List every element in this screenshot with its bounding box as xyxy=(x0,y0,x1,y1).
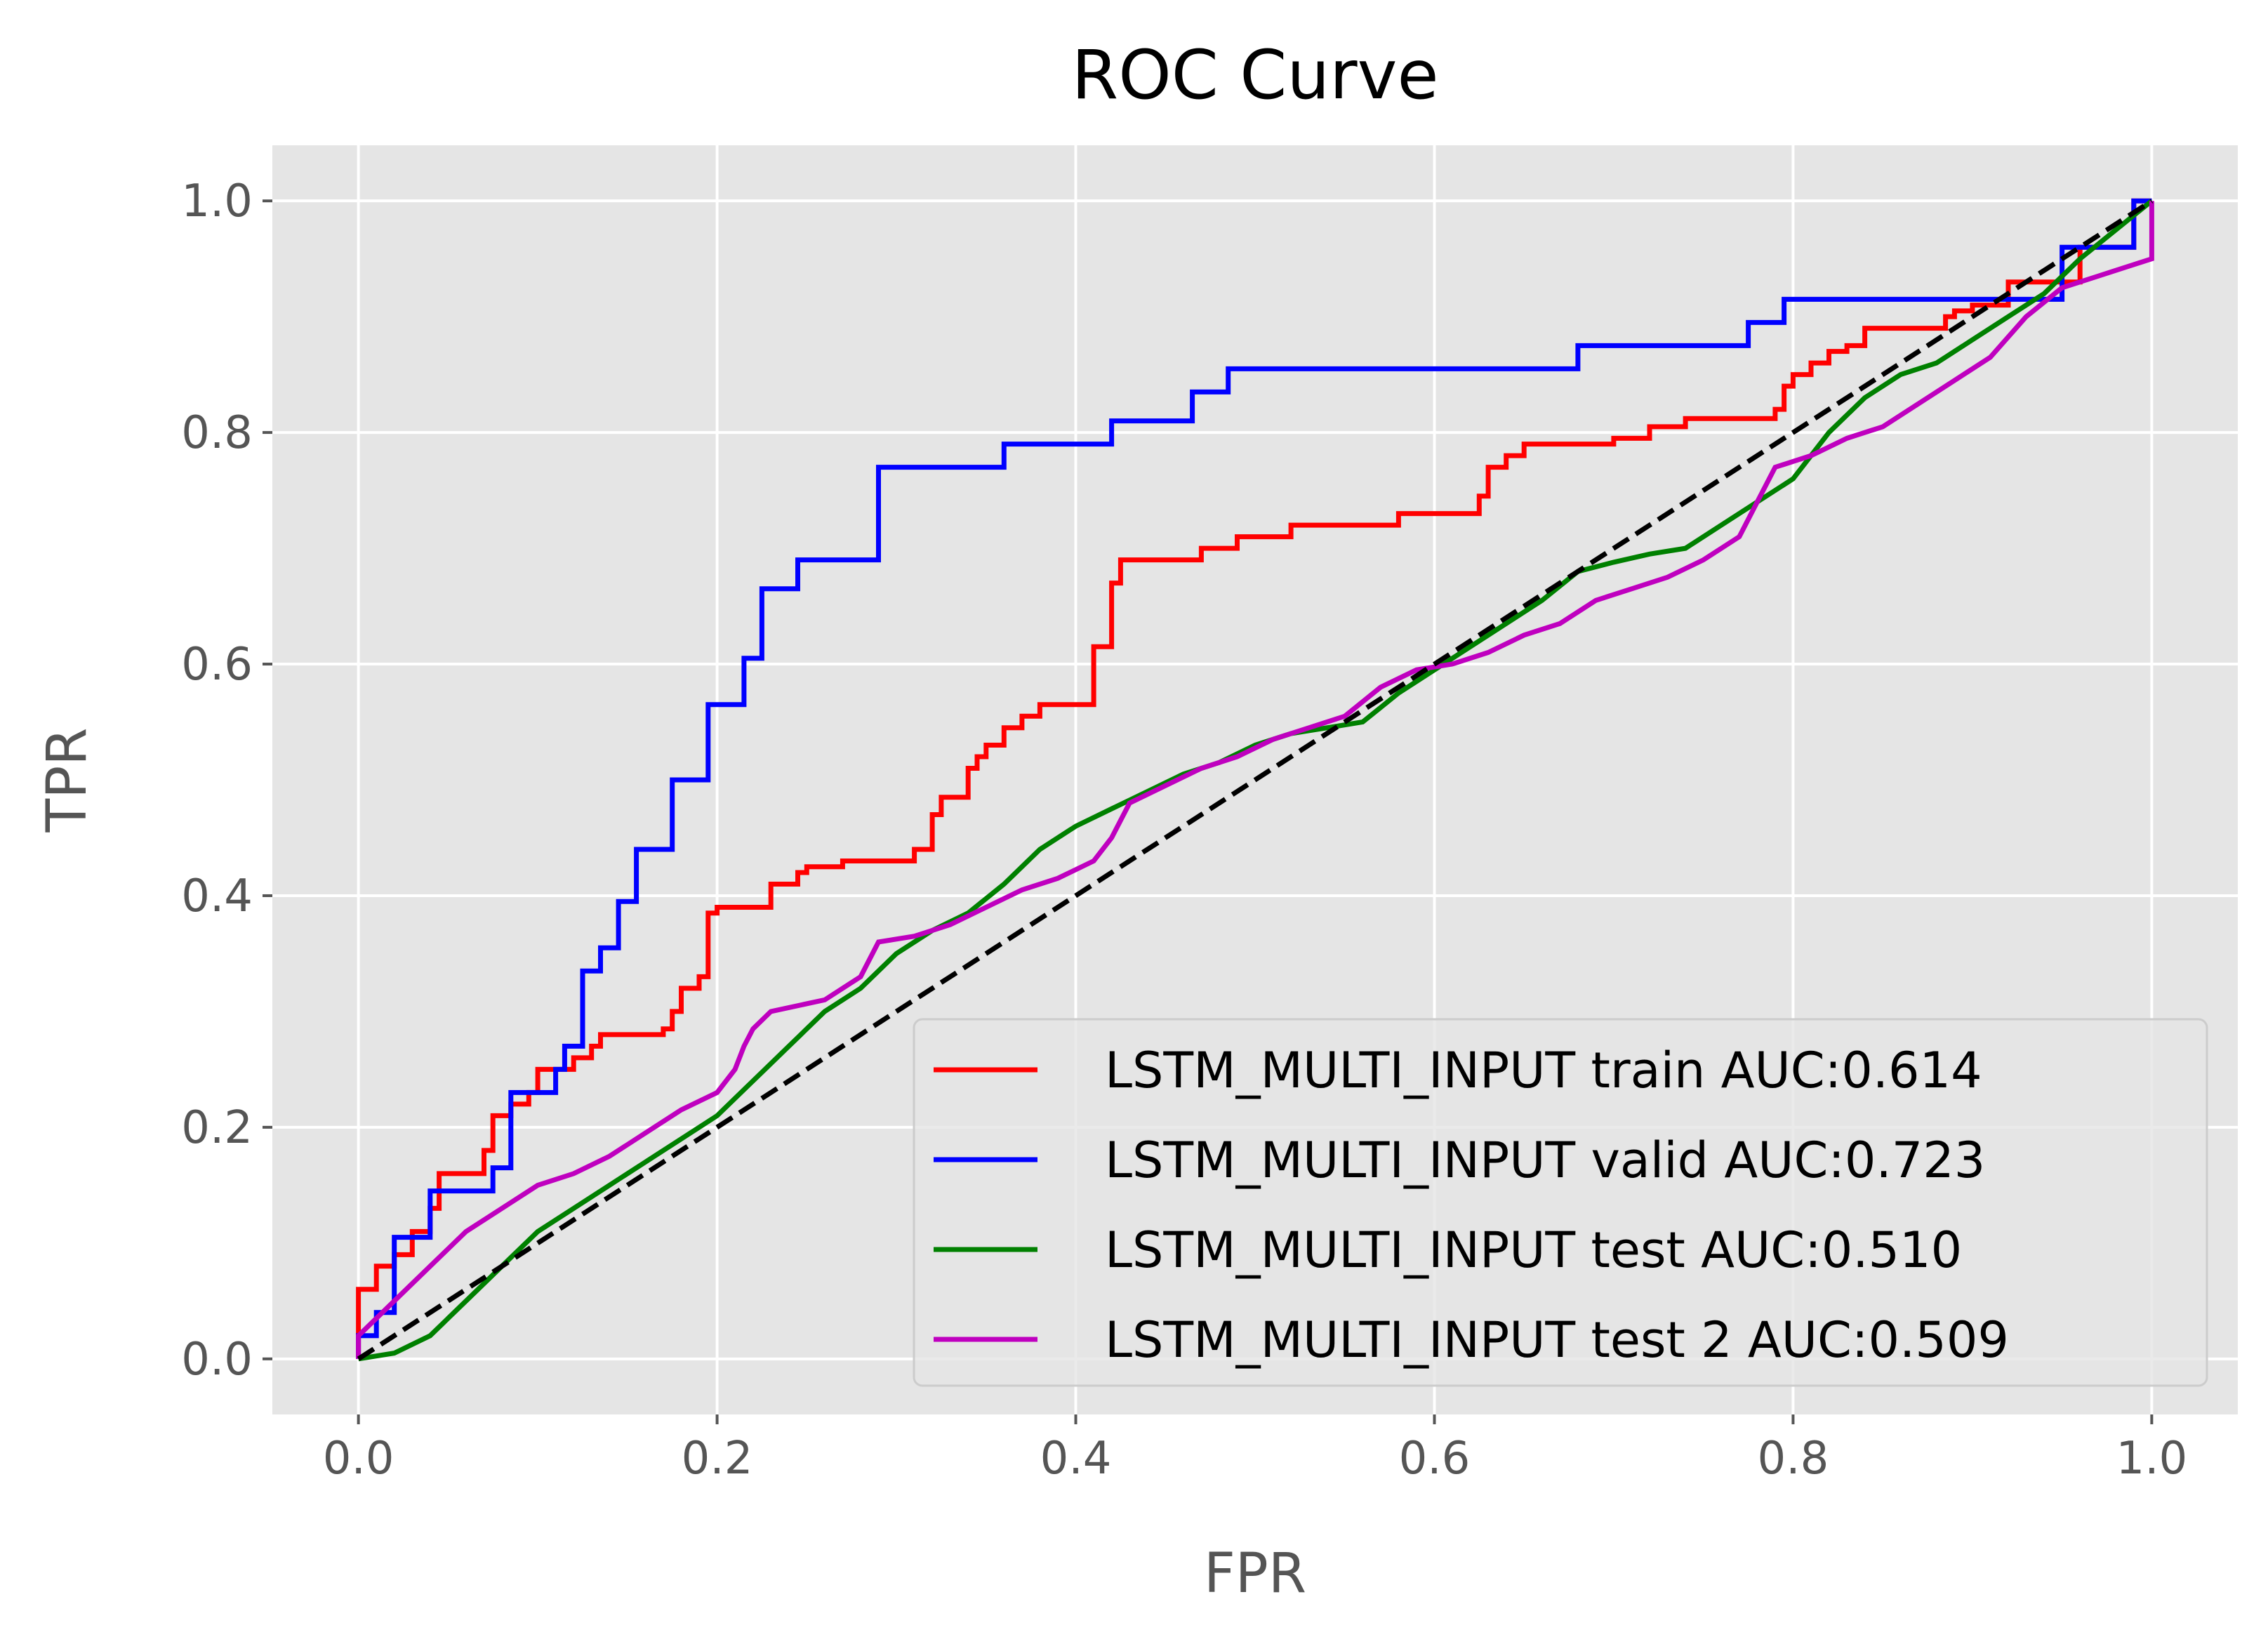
legend-entry: LSTM_MULTI_INPUT valid AUC:0.723 xyxy=(1105,1132,1985,1189)
legend-entry: LSTM_MULTI_INPUT train AUC:0.614 xyxy=(1105,1042,1982,1099)
roc-series-3 xyxy=(356,201,2154,1359)
chart-title: ROC Curve xyxy=(1071,36,1438,114)
legend-entry: LSTM_MULTI_INPUT test 2 AUC:0.509 xyxy=(1105,1311,2009,1369)
x-axis-ticks: 0.0 0.2 0.4 0.6 0.8 1.0 xyxy=(323,1414,2187,1485)
y-tick-label: 0.8 xyxy=(181,407,253,459)
x-tick-label: 1.0 xyxy=(2116,1433,2187,1485)
y-axis-ticks: 0.0 0.2 0.4 0.6 0.8 1.0 xyxy=(181,175,272,1386)
series-layer xyxy=(356,198,2154,1362)
x-tick-label: 0.4 xyxy=(1040,1433,1112,1485)
y-tick-label: 0.6 xyxy=(181,639,253,691)
legend-box xyxy=(913,1018,2208,1387)
y-tick-label: 0.2 xyxy=(181,1102,253,1154)
x-tick-label: 0.8 xyxy=(1758,1433,1829,1485)
x-axis-label: FPR xyxy=(1204,1542,1306,1605)
roc-series-1 xyxy=(356,198,2152,1359)
x-tick-label: 0.6 xyxy=(1399,1433,1471,1485)
chance-diagonal-line xyxy=(357,199,2154,1361)
x-tick-label: 0.0 xyxy=(323,1433,394,1485)
y-tick-label: 0.0 xyxy=(181,1334,253,1386)
x-tick-label: 0.2 xyxy=(682,1433,753,1485)
y-tick-label: 0.4 xyxy=(181,870,253,922)
legend: LSTM_MULTI_INPUT train AUC:0.614 LSTM_MUL… xyxy=(913,1018,2208,1387)
y-tick-label: 1.0 xyxy=(181,175,253,227)
legend-entry: LSTM_MULTI_INPUT test AUC:0.510 xyxy=(1105,1221,1962,1279)
roc-series-2 xyxy=(358,199,2154,1362)
y-axis-label: TPR xyxy=(36,728,99,833)
